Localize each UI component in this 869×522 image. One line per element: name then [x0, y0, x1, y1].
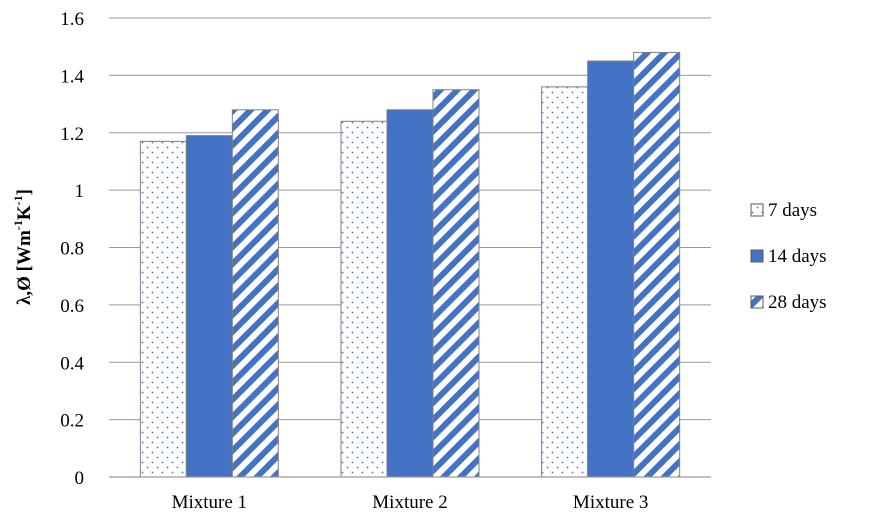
x-tick-label: Mixture 2	[372, 492, 447, 513]
y-tick-label: 0.8	[60, 239, 84, 260]
legend-label: 28 days	[768, 292, 827, 313]
bar-14-days-Mixture-1	[185, 135, 233, 478]
y-tick-label: 0.6	[60, 296, 84, 317]
bar-7-days-Mixture-3	[541, 86, 589, 478]
y-tick-label: 1.6	[60, 9, 84, 30]
bar-7-days-Mixture-1	[139, 140, 187, 478]
x-tick-label: Mixture 1	[172, 492, 247, 513]
y-tick-label: 0	[75, 468, 85, 489]
y-axis-label: λ,Ø [Wm-1K-1]	[11, 189, 35, 305]
legend-swatch	[750, 295, 764, 309]
x-tick-label: Mixture 3	[573, 492, 648, 513]
y-tick-label: 1.4	[60, 66, 84, 87]
legend-label: 14 days	[768, 246, 827, 267]
legend-swatch	[750, 203, 764, 217]
y-tick-label: 0.2	[60, 411, 84, 432]
bar-28-days-Mixture-1	[231, 109, 279, 478]
x-tick-labels: Mixture 1 Mixture 2 Mixture 3	[172, 492, 649, 513]
bars	[139, 51, 681, 478]
legend: 7 days 14 days 28 days	[750, 200, 827, 313]
y-tick-labels: 0 0.2 0.4 0.6 0.8 1 1.2 1.4 1.6	[60, 9, 84, 489]
bar-28-days-Mixture-3	[633, 51, 681, 478]
y-tick-label: 1	[75, 181, 85, 202]
legend-swatch	[750, 249, 764, 263]
bar-7-days-Mixture-2	[340, 120, 388, 478]
y-tick-label: 1.2	[60, 124, 84, 145]
bar-28-days-Mixture-2	[432, 89, 480, 478]
bar-14-days-Mixture-3	[587, 60, 635, 478]
y-tick-label: 0.4	[60, 353, 84, 374]
legend-label: 7 days	[768, 200, 817, 221]
bar-14-days-Mixture-2	[386, 109, 434, 478]
